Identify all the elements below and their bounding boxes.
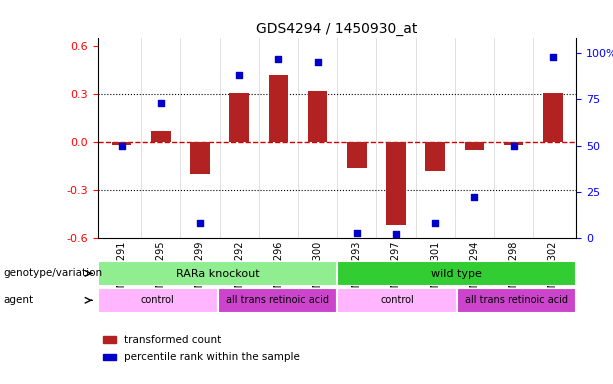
- Text: RARa knockout: RARa knockout: [176, 268, 259, 279]
- Bar: [308, 91, 327, 142]
- Bar: [504, 142, 524, 146]
- Bar: [190, 142, 210, 174]
- Bar: [543, 93, 563, 142]
- Text: transformed count: transformed count: [124, 335, 222, 345]
- Point: [470, 194, 479, 200]
- Bar: [386, 142, 406, 225]
- Point: [156, 100, 166, 106]
- Point: [430, 220, 440, 226]
- Bar: [218, 288, 337, 313]
- Text: control: control: [380, 295, 414, 306]
- Bar: [457, 288, 576, 313]
- Bar: [337, 261, 576, 286]
- Point: [116, 142, 126, 149]
- Point: [234, 72, 244, 78]
- Bar: [98, 288, 218, 313]
- Bar: [112, 142, 131, 146]
- Text: wild type: wild type: [432, 268, 482, 279]
- Point: [548, 54, 558, 60]
- Bar: [347, 142, 367, 168]
- Bar: [425, 142, 445, 171]
- Text: genotype/variation: genotype/variation: [3, 268, 102, 278]
- Text: control: control: [141, 295, 175, 306]
- Bar: [465, 142, 484, 150]
- Title: GDS4294 / 1450930_at: GDS4294 / 1450930_at: [256, 22, 418, 36]
- Bar: [229, 93, 249, 142]
- Point: [391, 231, 401, 237]
- Bar: [103, 354, 116, 360]
- Bar: [337, 288, 457, 313]
- Point: [509, 142, 519, 149]
- Text: agent: agent: [3, 295, 33, 305]
- Point: [195, 220, 205, 226]
- Point: [273, 56, 283, 62]
- Bar: [98, 261, 337, 286]
- Text: percentile rank within the sample: percentile rank within the sample: [124, 352, 300, 362]
- Bar: [151, 131, 170, 142]
- Bar: [268, 75, 288, 142]
- Point: [313, 60, 322, 66]
- Text: all trans retinoic acid: all trans retinoic acid: [226, 295, 329, 306]
- Bar: [103, 336, 116, 343]
- Text: all trans retinoic acid: all trans retinoic acid: [465, 295, 568, 306]
- Point: [352, 230, 362, 236]
